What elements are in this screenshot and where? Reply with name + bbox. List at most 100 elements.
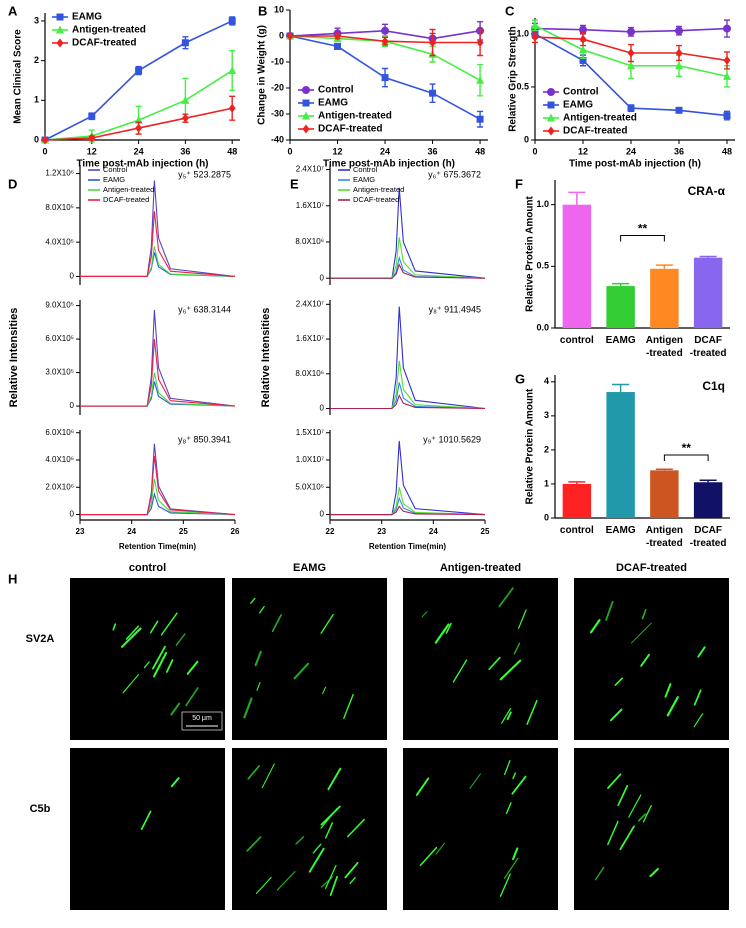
x-tick-label: EAMG <box>606 525 636 536</box>
y-tick-label: 2 <box>34 55 39 65</box>
fluorescent-fiber <box>421 611 428 618</box>
point <box>334 31 342 41</box>
fluorescent-fiber <box>499 873 511 897</box>
point <box>429 89 437 97</box>
legend-label: EAMG <box>103 175 125 184</box>
fluorescent-fiber <box>415 777 430 796</box>
legend-marker <box>302 99 310 107</box>
fluorescent-fiber <box>325 864 337 889</box>
legend-label: Antigen-treated <box>353 185 404 194</box>
point <box>723 24 731 33</box>
y-tick-label: -20 <box>271 82 284 92</box>
y-tick-label: 6.0X10⁶ <box>45 428 74 437</box>
panel-letter: F <box>515 176 523 191</box>
fluorescent-fiber <box>642 804 652 823</box>
fluorescent-fiber <box>607 820 619 846</box>
point <box>723 55 731 65</box>
fluorescent-fiber <box>293 662 310 680</box>
image-panel <box>232 748 387 910</box>
point <box>381 36 389 46</box>
x-tick-label: 36 <box>180 146 190 156</box>
y-tick-label: 0.5 <box>516 81 529 91</box>
x-tick-label: Antigen -treated <box>646 335 683 359</box>
fluorescent-fiber <box>312 843 322 854</box>
fluorescent-fiber <box>640 653 650 667</box>
image-panel <box>403 748 558 910</box>
point <box>286 31 294 41</box>
fluorescent-fiber <box>152 645 166 670</box>
fluorescent-fiber <box>617 785 629 807</box>
fluorescent-fiber <box>140 810 152 831</box>
y-tick-label: 3 <box>34 15 39 25</box>
point <box>429 38 437 47</box>
fluorescent-fiber <box>452 659 468 683</box>
point <box>334 42 342 50</box>
y-tick-label: 9.0X10⁵ <box>45 301 74 310</box>
peak-label: y₈⁺ 911.4945 <box>429 304 481 314</box>
significance-bracket <box>620 235 665 242</box>
point <box>181 39 189 47</box>
x-tick-label: 26 <box>231 527 240 536</box>
legend-label: Control <box>353 165 378 174</box>
fluorescent-fiber <box>499 659 522 681</box>
series-line <box>330 505 486 516</box>
y-tick-label: 2.4X10⁷ <box>296 299 324 308</box>
y-tick-label: 1.2X10⁶ <box>45 169 74 178</box>
x-tick-label: 24 <box>380 146 390 156</box>
bar <box>562 483 592 518</box>
fluorescent-fiber <box>513 642 521 655</box>
y-tick-label: 1 <box>544 478 549 488</box>
fluorescent-fiber <box>170 702 181 716</box>
peak-label: y₆⁺ 638.3144 <box>178 304 231 314</box>
fluorescent-fiber <box>506 711 512 721</box>
fluorescent-fiber <box>619 825 635 851</box>
legend-marker <box>547 126 555 136</box>
y-tick-label: -10 <box>271 56 284 66</box>
y-tick-label: 1.0 <box>536 199 549 209</box>
fluorescent-fiber <box>143 661 150 669</box>
fluorescent-fiber <box>614 677 624 686</box>
legend-label: DCAF-treated <box>353 195 399 204</box>
legend-marker <box>547 88 555 96</box>
fluorescent-fiber <box>120 627 142 648</box>
x-tick-label: 0 <box>287 146 292 156</box>
bar <box>562 204 592 328</box>
series-line <box>80 211 236 277</box>
image-panel <box>403 578 558 740</box>
x-tick-label: 22 <box>326 527 335 536</box>
fluorescent-fiber <box>693 713 704 728</box>
fluorescent-fiber <box>501 707 512 724</box>
y-tick-label: 0.5 <box>536 261 549 271</box>
x-tick-label: 0 <box>532 146 537 156</box>
fluorescent-fiber <box>325 822 334 839</box>
fluorescent-fiber <box>259 605 265 614</box>
legend-label: DCAF-treated <box>103 195 149 204</box>
x-tick-label: 12 <box>333 146 343 156</box>
y-tick-label: 3.0X10⁵ <box>45 368 74 377</box>
y-tick-label: 1.6X10⁷ <box>296 334 324 343</box>
x-tick-label: 36 <box>674 146 684 156</box>
fluorescent-fiber <box>343 693 354 719</box>
x-tick-label: EAMG <box>606 335 636 346</box>
y-tick-label: 8.0X10⁵ <box>45 203 74 212</box>
legend-label: Control <box>318 85 354 96</box>
point <box>381 74 389 82</box>
fluorescent-fiber <box>488 656 501 671</box>
fluorescent-fiber <box>185 687 199 707</box>
point <box>181 95 190 104</box>
fluorescent-fiber <box>594 866 605 881</box>
legend-marker <box>547 101 555 109</box>
bar <box>693 482 723 518</box>
y-axis-label: Mean Clinical Score <box>13 29 24 124</box>
legend-label: Antigen-treated <box>103 185 154 194</box>
x-tick-label: 12 <box>578 146 588 156</box>
bar <box>606 286 635 328</box>
scale-bar-label: 50 μm <box>192 715 212 722</box>
y-axis-label: Relative Intensities <box>260 308 272 408</box>
fluorescent-fiber <box>609 708 623 722</box>
legend-label: Antigen-treated <box>72 25 146 36</box>
image-panel <box>70 748 225 910</box>
x-tick-label: 24 <box>127 527 136 536</box>
x-tick-label: 48 <box>227 146 237 156</box>
fluorescent-fiber <box>122 674 140 694</box>
